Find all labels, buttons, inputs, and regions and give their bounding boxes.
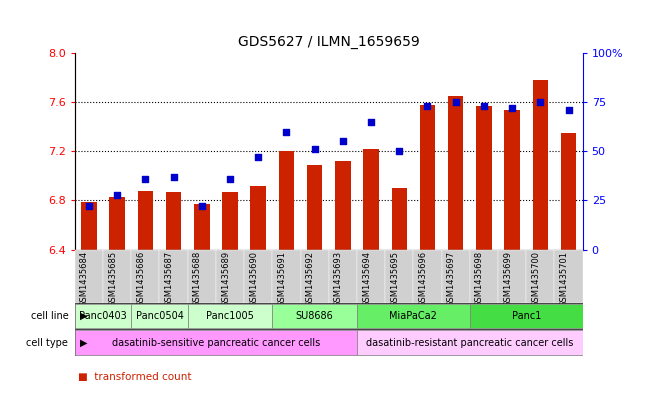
Text: dasatinib-sensitive pancreatic cancer cells: dasatinib-sensitive pancreatic cancer ce… <box>112 338 320 348</box>
Text: GSM1435694: GSM1435694 <box>362 251 371 307</box>
Text: GSM1435689: GSM1435689 <box>221 251 230 307</box>
Text: cell type: cell type <box>27 338 68 348</box>
Point <box>112 191 122 198</box>
Text: ▶: ▶ <box>79 338 87 348</box>
FancyBboxPatch shape <box>244 250 272 303</box>
Text: GSM1435687: GSM1435687 <box>165 251 174 307</box>
FancyBboxPatch shape <box>441 250 470 303</box>
Text: GSM1435696: GSM1435696 <box>419 251 428 307</box>
FancyBboxPatch shape <box>357 304 470 328</box>
Text: Panc0403: Panc0403 <box>79 311 127 321</box>
Point <box>563 107 574 113</box>
Bar <box>561 133 576 250</box>
FancyBboxPatch shape <box>555 250 583 303</box>
FancyBboxPatch shape <box>357 331 583 355</box>
FancyBboxPatch shape <box>187 250 216 303</box>
FancyBboxPatch shape <box>357 250 385 303</box>
FancyBboxPatch shape <box>132 304 187 328</box>
Text: GSM1435693: GSM1435693 <box>334 251 343 307</box>
FancyBboxPatch shape <box>132 250 159 303</box>
Text: GSM1435685: GSM1435685 <box>108 251 117 307</box>
FancyBboxPatch shape <box>75 250 103 303</box>
Point <box>366 119 376 125</box>
Point <box>422 103 433 109</box>
Point <box>535 99 546 105</box>
Bar <box>251 186 266 250</box>
Text: GSM1435699: GSM1435699 <box>503 251 512 307</box>
Text: GSM1435700: GSM1435700 <box>531 251 540 307</box>
Text: GSM1435690: GSM1435690 <box>249 251 258 307</box>
FancyBboxPatch shape <box>329 250 357 303</box>
Text: GSM1435697: GSM1435697 <box>447 251 456 307</box>
Text: GSM1435698: GSM1435698 <box>475 251 484 307</box>
Bar <box>307 165 322 250</box>
Text: SU8686: SU8686 <box>296 311 333 321</box>
Bar <box>533 80 548 250</box>
FancyBboxPatch shape <box>75 331 357 355</box>
FancyBboxPatch shape <box>470 250 498 303</box>
Bar <box>391 188 407 250</box>
Text: GSM1435692: GSM1435692 <box>306 251 314 307</box>
Text: Panc1: Panc1 <box>512 311 541 321</box>
FancyBboxPatch shape <box>470 304 583 328</box>
Bar <box>109 197 125 250</box>
Point <box>450 99 461 105</box>
FancyBboxPatch shape <box>159 250 187 303</box>
FancyBboxPatch shape <box>301 250 329 303</box>
Text: ■  transformed count: ■ transformed count <box>78 372 191 382</box>
FancyBboxPatch shape <box>498 250 526 303</box>
Text: GSM1435684: GSM1435684 <box>80 251 89 307</box>
FancyBboxPatch shape <box>216 250 244 303</box>
Point <box>309 146 320 152</box>
Bar <box>476 106 492 250</box>
Point <box>197 203 207 209</box>
Text: GSM1435688: GSM1435688 <box>193 251 202 307</box>
Bar <box>335 161 351 250</box>
Point <box>253 154 264 160</box>
FancyBboxPatch shape <box>526 250 555 303</box>
Bar <box>363 149 379 250</box>
Text: ▶: ▶ <box>79 311 87 321</box>
Point <box>507 105 518 111</box>
Bar <box>505 110 520 250</box>
FancyBboxPatch shape <box>187 304 272 328</box>
FancyBboxPatch shape <box>75 329 583 356</box>
Text: Panc0504: Panc0504 <box>135 311 184 321</box>
Point <box>394 148 404 154</box>
Text: GDS5627 / ILMN_1659659: GDS5627 / ILMN_1659659 <box>238 35 420 49</box>
Point <box>140 176 150 182</box>
Point <box>225 176 235 182</box>
Text: GSM1435691: GSM1435691 <box>277 251 286 307</box>
FancyBboxPatch shape <box>385 250 413 303</box>
Bar <box>137 191 153 250</box>
Bar <box>194 204 210 250</box>
Text: GSM1435701: GSM1435701 <box>560 251 568 307</box>
Point <box>338 138 348 145</box>
Text: cell line: cell line <box>31 311 68 321</box>
Text: GSM1435695: GSM1435695 <box>391 251 399 307</box>
FancyBboxPatch shape <box>272 304 357 328</box>
Text: Panc1005: Panc1005 <box>206 311 254 321</box>
Point <box>478 103 489 109</box>
Text: GSM1435686: GSM1435686 <box>137 251 145 307</box>
Bar <box>222 192 238 250</box>
FancyBboxPatch shape <box>75 303 583 329</box>
Point <box>84 203 94 209</box>
Bar <box>448 96 464 250</box>
Bar <box>166 192 182 250</box>
FancyBboxPatch shape <box>103 250 132 303</box>
Bar <box>279 151 294 250</box>
FancyBboxPatch shape <box>272 250 301 303</box>
Text: dasatinib-resistant pancreatic cancer cells: dasatinib-resistant pancreatic cancer ce… <box>366 338 574 348</box>
Point <box>169 174 179 180</box>
FancyBboxPatch shape <box>413 250 441 303</box>
Text: MiaPaCa2: MiaPaCa2 <box>389 311 437 321</box>
FancyBboxPatch shape <box>75 304 132 328</box>
Bar <box>81 202 97 250</box>
Point <box>281 129 292 135</box>
Bar <box>420 105 436 250</box>
